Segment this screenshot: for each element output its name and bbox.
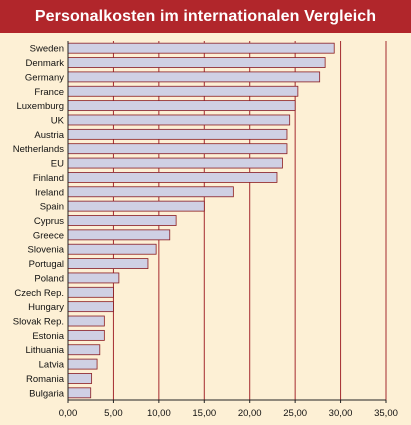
category-label: Greece (33, 230, 64, 241)
bar-romania (67, 373, 93, 384)
category-label: Austria (34, 130, 64, 141)
category-label: Slovak Rep. (13, 317, 64, 328)
category-label: Luxemburg (16, 101, 64, 112)
bar-austria (67, 128, 288, 140)
category-label: Ireland (35, 187, 64, 198)
bar-finland (67, 172, 278, 183)
bar-uk (67, 114, 291, 126)
x-tick-label: 0,00 (59, 408, 78, 419)
bar-slovenia (67, 243, 157, 255)
x-tick-label: 10,00 (147, 408, 171, 419)
bar-estonia (67, 329, 105, 341)
category-label: UK (51, 115, 65, 126)
bar-czech-rep (67, 286, 114, 298)
category-label: Sweden (30, 44, 64, 55)
bar-germany (67, 71, 321, 83)
category-label: Estonia (32, 331, 64, 342)
bar-latvia (67, 358, 98, 370)
bar-lithuania (67, 344, 101, 356)
category-label: Germany (25, 72, 64, 83)
x-tick-label: 25,00 (283, 408, 307, 419)
category-label: France (34, 87, 64, 98)
category-label: Denmark (25, 58, 64, 69)
bar-portugal (67, 258, 149, 269)
bar-ireland (67, 186, 234, 198)
category-label: Romania (26, 374, 65, 385)
category-label: Spain (40, 202, 64, 213)
category-label: Slovenia (28, 245, 65, 256)
category-label: Netherlands (13, 144, 64, 155)
bar-netherlands (67, 143, 288, 155)
category-label: Bulgaria (29, 388, 65, 399)
bar-sweden (67, 42, 335, 54)
bar-slovak-rep (67, 315, 105, 327)
bar-poland (67, 272, 120, 284)
x-tick-label: 35,00 (374, 408, 398, 419)
category-label: Hungary (28, 302, 64, 313)
bar-luxemburg (67, 100, 296, 112)
bar-france (67, 85, 299, 97)
category-label: Poland (34, 273, 64, 284)
category-label: Latvia (39, 360, 65, 371)
category-label: Finland (33, 173, 64, 184)
bar-spain (67, 200, 205, 212)
bar-denmark (67, 57, 326, 68)
x-tick-label: 5,00 (104, 408, 123, 419)
x-tick-label: 15,00 (192, 408, 216, 419)
chart-title: Personalkosten im internationalen Vergle… (34, 7, 377, 25)
x-tick-label: 20,00 (238, 408, 262, 419)
bar-greece (67, 229, 171, 241)
category-label: Portugal (29, 259, 64, 270)
category-label: Lithuania (25, 345, 64, 356)
category-label: EU (51, 159, 64, 170)
bar-eu (67, 157, 283, 169)
title-bar: Personalkosten im internationalen Vergle… (0, 0, 411, 33)
category-label: Cyprus (34, 216, 64, 227)
bar-hungary (67, 301, 114, 313)
x-tick-label: 30,00 (329, 408, 353, 419)
category-label: Czech Rep. (14, 288, 64, 299)
bar-bulgaria (67, 387, 92, 399)
bar-cyprus (67, 215, 177, 226)
